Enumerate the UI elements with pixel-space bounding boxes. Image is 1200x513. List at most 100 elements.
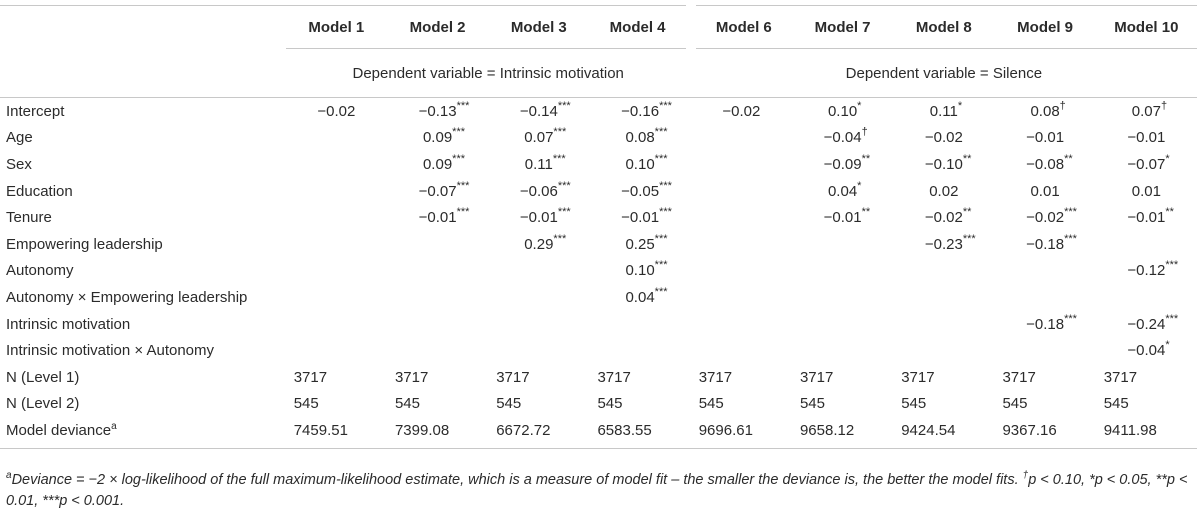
results-table: Model 1 Model 2 Model 3 Model 4 Model 6 Model… — [0, 5, 1197, 449]
significance: *** — [654, 232, 668, 245]
group-header: Dependent variable = Silence — [690, 48, 1197, 98]
cell — [387, 284, 488, 311]
row-label: Education — [0, 178, 286, 205]
coefficient: 0.25 *** — [625, 232, 668, 253]
cell — [994, 258, 1095, 285]
significance: *** — [553, 126, 567, 139]
significance: *** — [654, 285, 668, 298]
cell — [286, 151, 387, 178]
coefficient: 0.09 *** — [422, 152, 466, 173]
coefficient: −0.01 — [1127, 129, 1166, 147]
cell — [691, 125, 792, 152]
count: 9367.16 — [1002, 421, 1057, 439]
cell — [792, 311, 893, 338]
significance: ** — [1165, 206, 1174, 219]
cell: −0.01 ** — [1096, 204, 1197, 231]
row-label: Tenure — [0, 204, 286, 231]
footnote-mark: a — [6, 470, 12, 481]
coefficient: 0.04 * — [827, 179, 862, 200]
significance: ** — [861, 152, 871, 165]
cell — [994, 337, 1095, 364]
coefficient: −0.18 *** — [1026, 312, 1077, 333]
cell: −0.01 *** — [387, 204, 488, 231]
cell — [691, 311, 792, 338]
data-row: Sex 0.09 *** 0.11 *** 0.10 *** −0.09 ** −0.10 ** −0… — [0, 151, 1197, 178]
row-label-text: Age — [6, 129, 33, 147]
count: 3717 — [1002, 368, 1036, 386]
cell — [589, 337, 690, 364]
cell: −0.13 *** — [387, 98, 488, 125]
row-label: Intrinsic motivation × Autonomy — [0, 337, 286, 364]
cell — [286, 284, 387, 311]
cell: −0.08 ** — [994, 151, 1095, 178]
significance: * — [857, 179, 862, 192]
cell: 545 — [387, 391, 488, 418]
cell — [488, 258, 589, 285]
row-label-text: Empowering leadership — [6, 235, 163, 253]
count: 545 — [799, 395, 825, 413]
count: 545 — [597, 395, 623, 413]
data-row: Empowering leadership 0.29 *** 0.25 *** −0.23… — [0, 231, 1197, 258]
cell: −0.01 *** — [589, 204, 690, 231]
significance: *** — [659, 206, 672, 219]
coefficient: −0.02 *** — [1026, 206, 1077, 227]
cell: 3717 — [488, 364, 589, 391]
count: 545 — [293, 395, 319, 413]
column-header: Model 2 — [386, 5, 489, 49]
cell: −0.01 — [994, 125, 1095, 152]
coefficient: −0.04 † — [823, 126, 868, 147]
significance: *** — [654, 259, 668, 272]
cell: 545 — [893, 391, 994, 418]
row-label-text: Autonomy × Empowering leadership — [6, 288, 248, 306]
coefficient: −0.02 — [924, 129, 963, 147]
coefficient: 0.09 *** — [422, 126, 466, 147]
cell: −0.05 *** — [589, 178, 690, 205]
column-header: Model 8 — [893, 5, 995, 49]
cell — [792, 284, 893, 311]
significance: *** — [659, 99, 672, 112]
cell — [286, 178, 387, 205]
row-label: Autonomy — [0, 258, 286, 285]
coefficient: 0.04 *** — [625, 285, 668, 306]
coefficient: −0.10 ** — [924, 152, 972, 173]
cell — [994, 284, 1095, 311]
cell: 545 — [286, 391, 387, 418]
cell — [286, 204, 387, 231]
cell: 0.09 *** — [387, 125, 488, 152]
cell: −0.02 ** — [893, 204, 994, 231]
cell — [488, 284, 589, 311]
row-label-text: Education — [6, 182, 73, 200]
cell: 0.08 *** — [589, 125, 690, 152]
cell — [286, 337, 387, 364]
cell — [691, 151, 792, 178]
coefficient: −0.07 * — [1127, 152, 1170, 173]
coefficient: −0.01 ** — [1127, 206, 1174, 227]
coefficient: 0.29 *** — [524, 232, 567, 253]
cell: −0.10 ** — [893, 151, 994, 178]
cell: 6583.55 — [589, 417, 691, 449]
row-label: Autonomy × Empowering leadership — [0, 284, 286, 311]
row-label: Intrinsic motivation — [0, 311, 286, 338]
count: 545 — [1103, 395, 1129, 413]
column-header: Model 1 — [285, 5, 387, 49]
cell: 9696.61 — [690, 417, 792, 449]
cell: −0.01 ** — [792, 204, 893, 231]
count: 9411.98 — [1103, 421, 1157, 439]
cell: −0.01 *** — [488, 204, 589, 231]
count: 545 — [901, 395, 927, 413]
data-row: Age 0.09 *** 0.07 *** 0.08 *** −0.04 † −0.02 −0.01… — [0, 125, 1197, 152]
coefficient: 0.01 — [1131, 182, 1161, 200]
coefficient: −0.01 *** — [519, 206, 571, 227]
coefficient: 0.11 *** — [524, 152, 566, 173]
cell: 0.11 *** — [488, 151, 589, 178]
group-spacer — [0, 48, 286, 98]
cell: 0.11 * — [893, 98, 994, 125]
coefficient: −0.05 *** — [621, 179, 672, 200]
cell: 545 — [589, 391, 690, 418]
row-label-text: Autonomy — [6, 262, 74, 280]
cell — [792, 231, 893, 258]
significance: ** — [962, 206, 972, 219]
coefficient: −0.16 *** — [621, 99, 672, 120]
